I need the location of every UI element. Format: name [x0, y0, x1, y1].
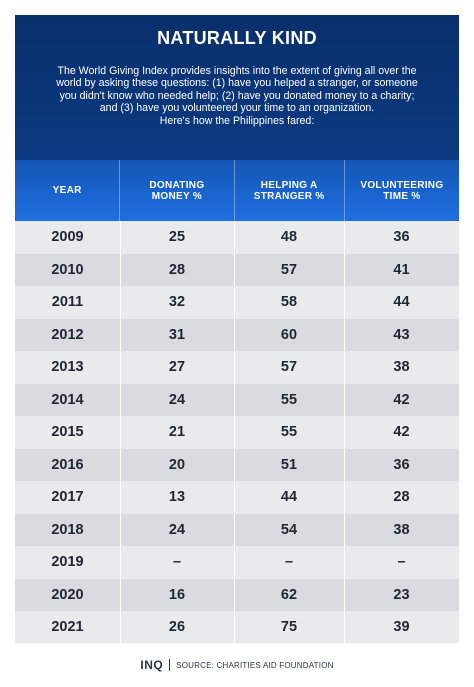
value-cell: 55 [280, 391, 298, 408]
year-cell: 2012 [51, 326, 84, 343]
table-row: 2017 13 44 28 [15, 481, 459, 514]
year-cell: 2014 [51, 391, 84, 408]
intro-text: The World Giving Index provides insights… [33, 65, 441, 127]
value-cell: 20 [168, 456, 186, 473]
table-row: 2020 16 62 23 [15, 578, 459, 611]
year-cell: 2021 [51, 619, 84, 636]
table-row: 2011 32 58 44 [15, 286, 459, 319]
value-cell: 60 [280, 326, 298, 343]
footer: INQ SOURCE: CHARITIES AID FOUNDATION [0, 655, 474, 675]
footer-divider [169, 659, 171, 671]
column-divider [344, 221, 345, 643]
column-header-donating: DONATING MONEY % [119, 160, 233, 221]
intro-line: The World Giving Index provides insights… [57, 65, 417, 77]
value-cell: 16 [168, 586, 186, 603]
intro-line: and (3) have you volunteered your time t… [99, 102, 375, 115]
column-header-year: YEAR [15, 160, 119, 221]
table-row: 2014 24 55 42 [15, 383, 459, 416]
value-cell: 57 [280, 359, 298, 376]
table-row: 2015 21 55 42 [15, 416, 459, 449]
table-row: 2012 31 60 43 [15, 318, 459, 351]
value-cell: 57 [280, 261, 298, 278]
value-cell: 36 [393, 229, 410, 246]
value-cell: 44 [280, 489, 298, 506]
page-title: NATURALLY KIND [157, 28, 317, 48]
value-cell: 48 [280, 229, 298, 246]
year-cell: 2018 [51, 521, 84, 538]
year-cell: 2011 [51, 294, 84, 311]
table-row: 2013 27 57 38 [15, 351, 459, 384]
table-row: 2009 25 48 36 [15, 221, 459, 254]
column-header-line: TIME % [383, 190, 421, 202]
column-header-line: MONEY % [151, 190, 203, 202]
intro-line: you didn't know who needed help; (2) hav… [59, 89, 415, 102]
year-cell: 2010 [51, 261, 84, 278]
table-row: 2016 20 51 36 [15, 448, 459, 481]
column-header-line: YEAR [52, 185, 82, 196]
value-cell: 42 [393, 424, 410, 441]
intro-line: Here's how the Philippines fared: [159, 114, 315, 127]
value-cell: 43 [393, 326, 410, 343]
value-cell: 42 [393, 391, 410, 408]
year-cell: 2013 [51, 359, 84, 376]
column-divider [234, 221, 235, 643]
value-cell: 27 [168, 359, 186, 376]
value-cell: 28 [168, 261, 186, 278]
value-cell: 21 [168, 424, 186, 441]
table-row: 2010 28 57 41 [15, 253, 459, 286]
value-cell: 62 [280, 586, 298, 603]
source-credit: SOURCE: CHARITIES AID FOUNDATION [176, 660, 334, 670]
column-header-line: STRANGER % [253, 190, 325, 202]
year-cell: 2017 [51, 489, 84, 506]
year-cell: 2015 [51, 424, 84, 441]
column-header-line: DONATING [149, 179, 205, 191]
table-body: 2009 25 48 36 2010 28 57 41 2011 32 58 44 2012 31 60 43… [15, 221, 459, 644]
year-cell: 2016 [51, 456, 84, 473]
value-cell: 23 [393, 586, 410, 603]
value-cell: 39 [393, 619, 410, 636]
column-header-helping: HELPING A STRANGER % [233, 160, 344, 221]
table-row: 2021 26 75 39 [15, 611, 459, 644]
value-cell: 38 [393, 359, 410, 376]
table-row: 2018 24 54 38 [15, 513, 459, 546]
value-cell: 75 [280, 619, 298, 636]
value-cell: 28 [393, 489, 410, 506]
value-cell: 26 [168, 619, 186, 636]
value-cell: 44 [393, 294, 410, 311]
value-cell: – [172, 554, 182, 571]
column-header-volunteering: VOLUNTEERING TIME % [343, 160, 459, 221]
value-cell: 36 [393, 456, 410, 473]
value-cell: 24 [168, 391, 186, 408]
infographic-panel: NATURALLY KIND The World Giving Index pr… [15, 15, 459, 643]
column-header-line: HELPING A [260, 179, 318, 191]
intro-line: world by asking these questions: (1) hav… [56, 77, 418, 90]
value-cell: 25 [168, 229, 186, 246]
value-cell: 54 [280, 521, 298, 538]
year-cell: 2009 [51, 229, 84, 246]
year-cell: 2020 [51, 586, 84, 603]
value-cell: 41 [393, 261, 410, 278]
inq-logo: INQ [140, 658, 164, 672]
value-cell: 55 [280, 424, 298, 441]
value-cell: 32 [168, 294, 186, 311]
value-cell: – [284, 554, 294, 571]
year-cell: 2019 [51, 554, 84, 571]
value-cell: 31 [168, 326, 186, 343]
value-cell: – [397, 554, 406, 571]
column-divider [120, 221, 121, 643]
table-header: YEAR DONATING MONEY % HELPING A STRANGER… [15, 160, 459, 221]
value-cell: 51 [280, 456, 298, 473]
value-cell: 58 [280, 294, 298, 311]
value-cell: 24 [168, 521, 186, 538]
column-header-line: VOLUNTEERING [360, 179, 444, 191]
value-cell: 38 [393, 521, 410, 538]
value-cell: 13 [168, 489, 186, 506]
table-row: 2019 – – – [15, 546, 459, 579]
header: NATURALLY KIND The World Giving Index pr… [15, 15, 459, 160]
